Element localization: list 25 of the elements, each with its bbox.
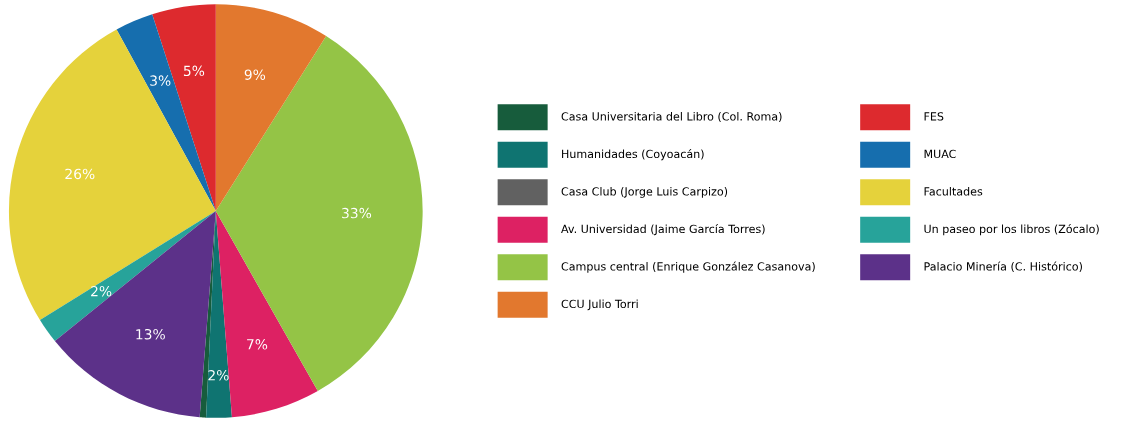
data-label: 3%: [150, 75, 171, 86]
legend-label: Facultades: [924, 187, 983, 196]
legend-label: Casa Universitaria del Libro (Col. Roma): [561, 112, 782, 122]
pie-slice: [8, 29, 216, 320]
legend-label: Un paseo por los libros (Zócalo): [924, 224, 1099, 236]
data-label: 2%: [208, 369, 229, 381]
data-label: 2%: [91, 285, 112, 297]
legend-label: Humanidades (Coyoacán): [562, 149, 704, 161]
legend-label: Casa Club (Jorge Luis Carpizo): [561, 187, 728, 198]
pie-slice: [39, 211, 216, 342]
legend-label: Av. Universidad (Jaime García Torres): [561, 224, 765, 236]
pie-slice: [152, 4, 216, 211]
data-label: 13%: [136, 329, 165, 340]
data-label: 7%: [247, 339, 268, 350]
legend-label: Palacio Minería (C. Histórico): [924, 261, 1082, 272]
pie-slice: [116, 14, 216, 211]
legend-label: CCU Julio Torri: [561, 299, 638, 311]
data-label: 26%: [65, 168, 95, 180]
legend-label: Campus central (Enrique González Casanova): [561, 261, 815, 273]
legend-label: MUAC: [924, 149, 956, 159]
data-label: 33%: [342, 207, 372, 219]
pie-slice: [215, 4, 327, 211]
data-label: 5%: [183, 65, 205, 77]
legend-label: FES: [924, 112, 944, 121]
data-label: 9%: [244, 69, 266, 80]
